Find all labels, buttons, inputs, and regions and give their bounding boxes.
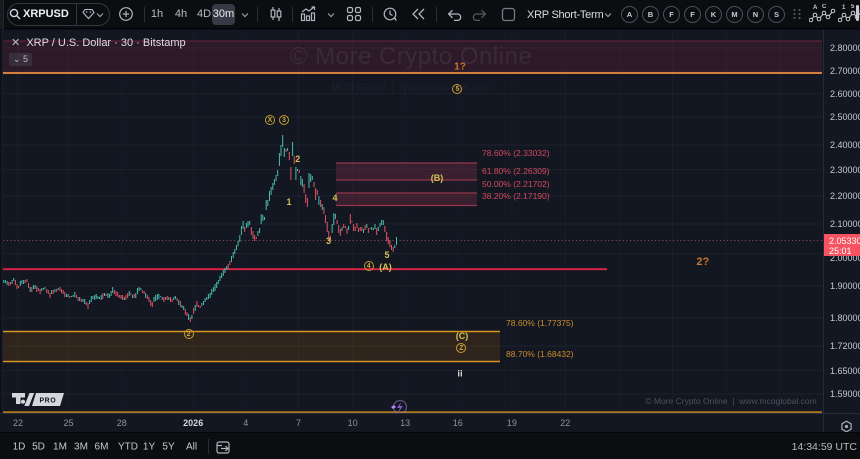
svg-text:1: 1 <box>842 5 846 11</box>
svg-text:PRO: PRO <box>40 398 57 405</box>
svg-text:A: A <box>813 5 818 11</box>
svg-text:C: C <box>822 4 827 10</box>
svg-text:5: 5 <box>851 4 855 10</box>
